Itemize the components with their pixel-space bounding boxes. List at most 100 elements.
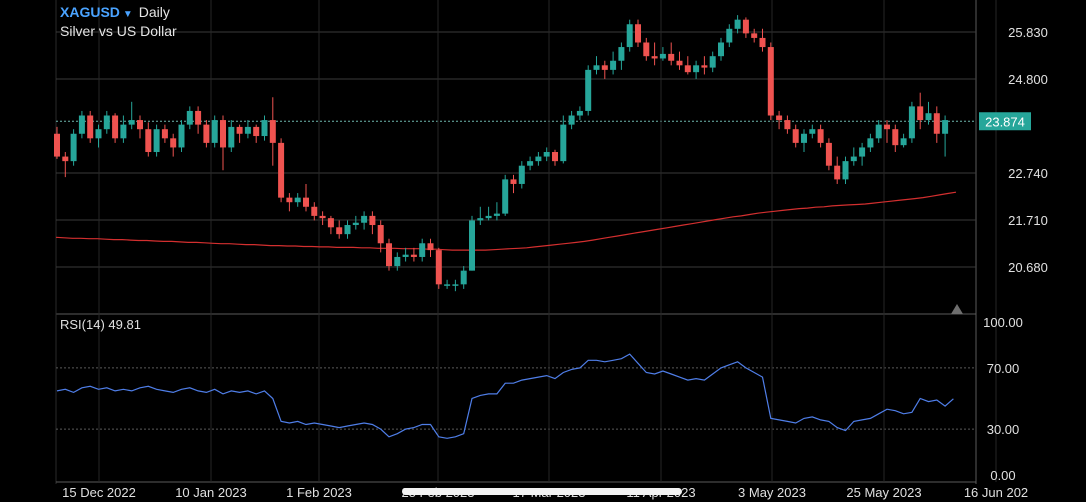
candle-body — [875, 124, 882, 139]
home-indicator[interactable] — [402, 488, 682, 495]
candle-body — [327, 218, 334, 228]
candle-body — [95, 129, 102, 139]
candle-body — [659, 53, 666, 59]
candle-body — [776, 115, 783, 121]
candle-body — [834, 165, 841, 180]
candle-body — [62, 156, 69, 162]
rsi-label: RSI(14) 49.81 — [60, 317, 141, 332]
candle-body — [701, 65, 708, 68]
candle-body — [576, 110, 583, 116]
candle-body — [319, 215, 326, 219]
candle-body — [485, 215, 492, 219]
candle-body — [560, 124, 567, 162]
candle-body — [684, 65, 691, 73]
candle-body — [917, 106, 924, 121]
candle-body — [253, 126, 260, 137]
time-tick-label: 15 Dec 2022 — [62, 485, 136, 500]
candle-body — [112, 115, 119, 139]
candle-body — [734, 19, 741, 29]
candle-body — [286, 197, 293, 203]
candle-body — [303, 197, 309, 207]
candle-body — [643, 42, 650, 57]
rsi-indicator-name: RSI(14) — [60, 317, 105, 332]
price-tick-label: 24.800 — [1008, 72, 1048, 87]
candle-body — [410, 254, 417, 257]
candle-body — [900, 138, 907, 146]
moving-average-layer — [55, 191, 957, 251]
instrument-description: Silver vs US Dollar — [60, 23, 177, 39]
timeframe-label[interactable]: Daily — [138, 4, 170, 20]
candle-body — [651, 56, 658, 59]
time-tick-label: 1 Feb 2023 — [286, 485, 352, 500]
candle-body — [518, 165, 525, 184]
chart-header: XAGUSD ▼ Daily Silver vs US Dollar — [60, 4, 177, 40]
candlestick-series — [54, 15, 949, 292]
candle-body — [618, 47, 625, 61]
candle-body — [294, 197, 301, 203]
rsi-tick-label: 0.00 — [990, 468, 1015, 483]
scroll-marker-icon — [951, 304, 963, 314]
candle-body — [278, 142, 285, 198]
candle-body — [502, 179, 509, 214]
rsi-tick-label: 30.00 — [987, 422, 1020, 437]
candle-body — [709, 56, 716, 68]
candle-body — [435, 250, 442, 285]
rsi-value: 49.81 — [108, 317, 141, 332]
candle-body — [493, 213, 500, 216]
candle-body — [742, 19, 749, 34]
candle-body — [784, 120, 791, 130]
candle-body — [552, 152, 558, 162]
candle-body — [635, 24, 641, 43]
time-tick-label: 3 May 2023 — [738, 485, 806, 500]
last-price-label: 23.874 — [985, 114, 1025, 129]
candle-body — [585, 69, 592, 111]
candle-body — [792, 129, 799, 143]
candle-body — [510, 179, 517, 184]
candle-body — [842, 161, 849, 180]
candle-body — [693, 65, 700, 73]
candle-body — [568, 115, 575, 125]
candle-body — [203, 124, 210, 143]
time-tick-label: 25 May 2023 — [846, 485, 921, 500]
candle-body — [668, 53, 675, 61]
candle-body — [261, 120, 268, 137]
candle-body — [460, 270, 467, 285]
candle-body — [220, 120, 226, 148]
candle-body — [386, 243, 392, 267]
candle-body — [817, 129, 824, 143]
candle-body — [477, 218, 484, 221]
candle-body — [211, 120, 218, 143]
candle-body — [369, 215, 376, 226]
candle-body — [751, 33, 758, 38]
candle-body — [908, 106, 915, 139]
candle-body — [336, 227, 343, 235]
candle-body — [626, 24, 633, 48]
symbol-dropdown-icon[interactable]: ▼ — [122, 9, 133, 20]
candle-body — [469, 220, 475, 271]
candle-body — [527, 161, 534, 166]
candle-body — [801, 133, 807, 143]
candle-body — [718, 42, 724, 57]
candle-body — [809, 129, 816, 134]
candle-body — [236, 126, 243, 134]
candle-body — [153, 129, 160, 153]
grid-lines — [55, 0, 997, 484]
candle-body — [767, 47, 774, 116]
candle-body — [427, 243, 434, 251]
candle-body — [195, 110, 202, 125]
candle-body — [850, 156, 857, 162]
candle-body — [394, 256, 401, 267]
candle-body — [120, 124, 127, 139]
candle-body — [344, 225, 351, 235]
rsi-layer — [56, 353, 954, 439]
candle-body — [726, 28, 733, 43]
candle-body — [54, 133, 60, 157]
candle-body — [228, 126, 235, 148]
last-price-box — [979, 112, 1031, 131]
candle-body — [352, 222, 359, 226]
candle-body — [933, 113, 940, 134]
candle-body — [161, 129, 168, 139]
symbol-label[interactable]: XAGUSD — [60, 4, 120, 20]
candle-body — [137, 120, 143, 130]
